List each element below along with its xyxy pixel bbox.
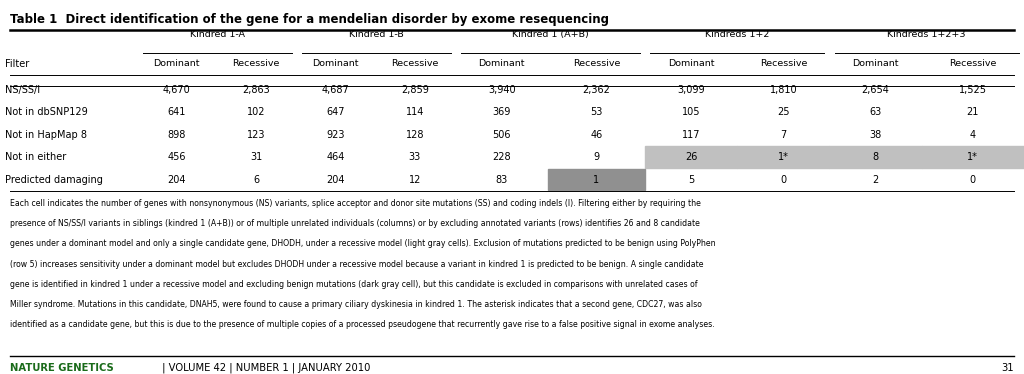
- Text: Recessive: Recessive: [572, 59, 621, 68]
- Text: Not in dbSNP129: Not in dbSNP129: [5, 107, 88, 117]
- Text: 128: 128: [406, 130, 424, 140]
- Bar: [922, 146, 1024, 168]
- Text: (row 5) increases sensitivity under a dominant model but excludes DHODH under a : (row 5) increases sensitivity under a do…: [10, 260, 703, 269]
- Text: 105: 105: [682, 107, 700, 117]
- Text: 53: 53: [590, 107, 603, 117]
- Text: 464: 464: [327, 152, 344, 162]
- Text: 1,525: 1,525: [958, 85, 987, 95]
- Text: 83: 83: [496, 175, 508, 184]
- Text: 63: 63: [869, 107, 882, 117]
- Text: Recessive: Recessive: [391, 59, 438, 68]
- Text: 5: 5: [688, 175, 694, 184]
- Text: 26: 26: [685, 152, 697, 162]
- Text: 6: 6: [253, 175, 259, 184]
- Text: 114: 114: [406, 107, 424, 117]
- Text: Dominant: Dominant: [154, 59, 200, 68]
- Text: 2,362: 2,362: [583, 85, 610, 95]
- Text: Kindreds 1+2+3: Kindreds 1+2+3: [888, 30, 966, 39]
- Text: 641: 641: [168, 107, 185, 117]
- Text: 21: 21: [967, 107, 979, 117]
- Text: 7: 7: [780, 130, 786, 140]
- Text: Table 1  Direct identification of the gene for a mendelian disorder by exome res: Table 1 Direct identification of the gen…: [10, 13, 609, 26]
- Bar: [645, 146, 737, 168]
- Text: presence of NS/SS/I variants in siblings (kindred 1 (A+B)) or of multiple unrela: presence of NS/SS/I variants in siblings…: [10, 219, 700, 228]
- Text: Recessive: Recessive: [949, 59, 996, 68]
- Text: Kindred 1-A: Kindred 1-A: [190, 30, 245, 39]
- Text: Not in either: Not in either: [5, 152, 67, 162]
- Text: 204: 204: [167, 175, 186, 184]
- Text: identified as a candidate gene, but this is due to the presence of multiple copi: identified as a candidate gene, but this…: [10, 320, 715, 329]
- Text: 1*: 1*: [968, 152, 978, 162]
- Text: 0: 0: [780, 175, 786, 184]
- Text: Each cell indicates the number of genes with nonsynonymous (NS) variants, splice: Each cell indicates the number of genes …: [10, 199, 701, 208]
- Text: Filter: Filter: [5, 59, 30, 68]
- Text: 25: 25: [777, 107, 790, 117]
- Text: 506: 506: [493, 130, 511, 140]
- Text: 33: 33: [409, 152, 421, 162]
- Text: genes under a dominant model and only a single candidate gene, DHODH, under a re: genes under a dominant model and only a …: [10, 239, 716, 248]
- Text: 3,099: 3,099: [678, 85, 705, 95]
- Text: 647: 647: [326, 107, 345, 117]
- Text: Dominant: Dominant: [852, 59, 899, 68]
- Text: 8: 8: [872, 152, 879, 162]
- Text: 2,859: 2,859: [400, 85, 429, 95]
- Text: Kindred 1 (A+B): Kindred 1 (A+B): [512, 30, 589, 39]
- Text: Miller syndrome. Mutations in this candidate, DNAH5, were found to cause a prima: Miller syndrome. Mutations in this candi…: [10, 300, 702, 309]
- Text: Predicted damaging: Predicted damaging: [5, 175, 103, 184]
- Text: 31: 31: [250, 152, 262, 162]
- Text: Not in HapMap 8: Not in HapMap 8: [5, 130, 87, 140]
- Text: 2,863: 2,863: [242, 85, 270, 95]
- Text: 31: 31: [1001, 363, 1014, 373]
- Bar: [548, 169, 645, 190]
- Text: Kindreds 1+2: Kindreds 1+2: [706, 30, 769, 39]
- Text: 2,654: 2,654: [861, 85, 890, 95]
- Text: 9: 9: [594, 152, 599, 162]
- Text: Kindred 1-B: Kindred 1-B: [349, 30, 403, 39]
- Text: NS/SS/I: NS/SS/I: [5, 85, 40, 95]
- Text: 4,687: 4,687: [322, 85, 349, 95]
- Text: 46: 46: [591, 130, 602, 140]
- Text: 0: 0: [970, 175, 976, 184]
- Text: 4,670: 4,670: [163, 85, 190, 95]
- Text: 923: 923: [326, 130, 345, 140]
- Text: Recessive: Recessive: [232, 59, 280, 68]
- Text: Recessive: Recessive: [760, 59, 807, 68]
- Bar: [737, 146, 829, 168]
- Text: 4: 4: [970, 130, 976, 140]
- Text: 204: 204: [326, 175, 345, 184]
- Text: Dominant: Dominant: [478, 59, 525, 68]
- Text: 3,940: 3,940: [488, 85, 515, 95]
- Text: NATURE GENETICS: NATURE GENETICS: [10, 363, 114, 373]
- Text: 2: 2: [872, 175, 879, 184]
- Text: 1: 1: [594, 175, 599, 184]
- Text: Dominant: Dominant: [668, 59, 715, 68]
- Text: 456: 456: [167, 152, 186, 162]
- Text: 898: 898: [168, 130, 185, 140]
- Text: 1*: 1*: [778, 152, 788, 162]
- Text: 228: 228: [493, 152, 511, 162]
- Text: 117: 117: [682, 130, 700, 140]
- Text: 12: 12: [409, 175, 421, 184]
- Text: gene is identified in kindred 1 under a recessive model and excluding benign mut: gene is identified in kindred 1 under a …: [10, 280, 697, 289]
- Bar: [829, 146, 922, 168]
- Text: 369: 369: [493, 107, 511, 117]
- Text: 123: 123: [247, 130, 265, 140]
- Text: 1,810: 1,810: [770, 85, 797, 95]
- Text: 102: 102: [247, 107, 265, 117]
- Text: | VOLUME 42 | NUMBER 1 | JANUARY 2010: | VOLUME 42 | NUMBER 1 | JANUARY 2010: [159, 363, 370, 373]
- Text: Dominant: Dominant: [312, 59, 358, 68]
- Text: 38: 38: [869, 130, 882, 140]
